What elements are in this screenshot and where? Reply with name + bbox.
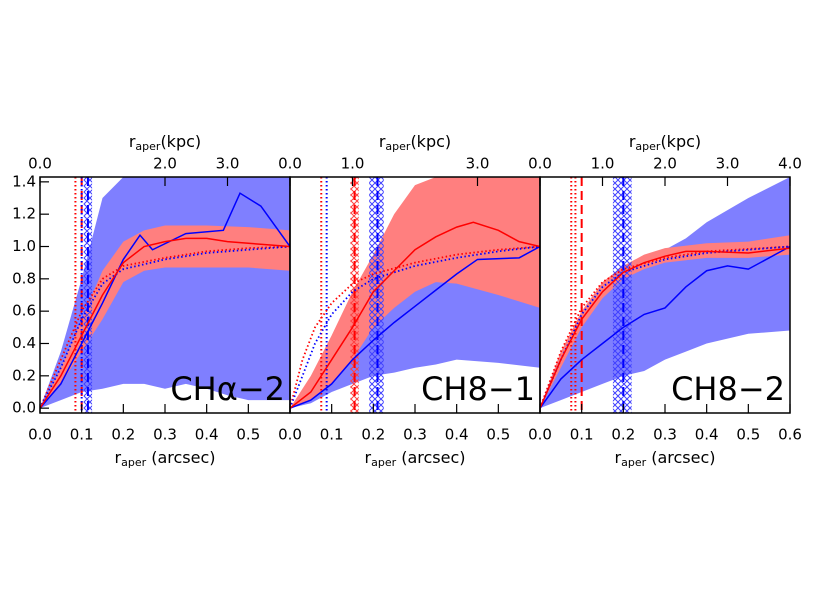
y-tick-label: 0.2 — [12, 366, 36, 384]
panel — [40, 177, 290, 413]
x-tick-label: 0.4 — [445, 426, 469, 444]
y-tick-label: 0.6 — [12, 302, 36, 320]
panel — [290, 177, 540, 413]
x2-tick-label: 0.0 — [278, 155, 302, 173]
axis-title: raper(kpc) — [379, 132, 451, 154]
series-line — [290, 221, 540, 409]
axis-title-sub: aper — [121, 456, 146, 469]
x-tick-label: 0.3 — [403, 426, 427, 444]
series-line — [290, 245, 540, 409]
x-tick-label: 0.5 — [736, 426, 760, 444]
x-tick-label: 0.3 — [653, 426, 677, 444]
axis-title-sub: aper — [621, 456, 646, 469]
series-line — [540, 245, 790, 409]
axis-title: raper(kpc) — [629, 132, 701, 154]
x-tick-label: 0.1 — [70, 426, 94, 444]
panel — [540, 177, 790, 413]
panel-label: CH8−1 — [421, 370, 535, 408]
axis-title: raper (arcsec) — [115, 448, 216, 470]
hatch-band — [369, 177, 384, 413]
band — [540, 177, 790, 409]
x-tick-label: 0.1 — [320, 426, 344, 444]
axis-title-rest: (arcsec) — [146, 448, 215, 467]
x-tick-label: 0.0 — [528, 426, 552, 444]
series-line — [40, 245, 290, 409]
axis-title: raper(kpc) — [129, 132, 201, 154]
series-line — [290, 245, 540, 409]
axis-title-rest: (kpc) — [410, 132, 451, 151]
x-tick-label: 0.0 — [28, 426, 52, 444]
y-tick-label: 0.4 — [12, 334, 36, 352]
axis-title-rest: (arcsec) — [396, 448, 465, 467]
x2-tick-label: 3.0 — [716, 155, 740, 173]
axis-title-main: r — [379, 132, 386, 151]
axis-title-rest: (kpc) — [660, 132, 701, 151]
x-tick-label: 0.1 — [570, 426, 594, 444]
x2-tick-label: 2.0 — [653, 155, 677, 173]
panel-label: CHα−2 — [170, 370, 285, 408]
y-tick-label: 0.8 — [12, 269, 36, 287]
axis-title-sub: aper — [371, 456, 396, 469]
series-line — [40, 192, 290, 409]
x2-tick-label: 1.0 — [341, 155, 365, 173]
x-tick-label: 0.5 — [236, 426, 260, 444]
y-tick-label: 0.0 — [12, 399, 36, 417]
x-tick-label: 0.6 — [778, 426, 802, 444]
x2-tick-label: 0.0 — [28, 155, 52, 173]
axis-title-main: r — [615, 448, 622, 467]
x2-tick-label: 0.0 — [528, 155, 552, 173]
series-line — [290, 245, 540, 409]
series-line — [40, 237, 290, 409]
x2-tick-label: 4.0 — [778, 155, 802, 173]
panel-label: CH8−2 — [671, 370, 785, 408]
axis-title-sub: aper — [635, 140, 660, 153]
axis-title-main: r — [115, 448, 122, 467]
y-tick-label: 1.2 — [12, 205, 36, 223]
axis-title-rest: (kpc) — [160, 132, 201, 151]
axis-title-sub: aper — [135, 140, 160, 153]
series-line — [540, 247, 790, 409]
band — [40, 225, 290, 409]
axis-title-main: r — [129, 132, 136, 151]
x-tick-label: 0.5 — [486, 426, 510, 444]
axis-title: raper (arcsec) — [615, 448, 716, 470]
x-tick-label: 0.2 — [111, 426, 135, 444]
y-tick-label: 1.4 — [12, 172, 36, 190]
axis-title-main: r — [365, 448, 372, 467]
x2-tick-label: 1.0 — [591, 155, 615, 173]
x-tick-label: 0.4 — [195, 426, 219, 444]
x-tick-label: 0.0 — [278, 426, 302, 444]
series-line — [40, 245, 290, 409]
axis-title-main: r — [629, 132, 636, 151]
x-tick-label: 0.4 — [695, 426, 719, 444]
x2-tick-label: 2.0 — [153, 155, 177, 173]
x2-tick-label: 3.0 — [216, 155, 240, 173]
series-line — [540, 245, 790, 409]
hatch-band — [612, 177, 632, 413]
axis-title-rest: (arcsec) — [646, 448, 715, 467]
y-tick-label: 1.0 — [12, 237, 36, 255]
x-tick-label: 0.2 — [361, 426, 385, 444]
x-tick-label: 0.3 — [153, 426, 177, 444]
x-tick-label: 0.2 — [611, 426, 635, 444]
axis-title-sub: aper — [385, 140, 410, 153]
axis-title: raper (arcsec) — [365, 448, 466, 470]
x2-tick-label: 3.0 — [466, 155, 490, 173]
band — [540, 235, 790, 409]
